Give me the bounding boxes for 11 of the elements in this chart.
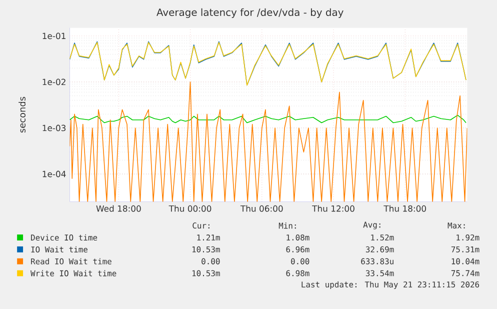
y-tick-label: 1e-03 xyxy=(42,124,66,132)
y-tick-label: 1e-01 xyxy=(42,32,66,40)
x-tick-label: Wed 18:00 xyxy=(96,205,141,212)
y-axis-title: seconds xyxy=(18,96,26,133)
x-tick-label: Thu 18:00 xyxy=(384,205,426,212)
x-tick-label: Thu 12:00 xyxy=(312,205,354,212)
chart-title: Average latency for /dev/vda - by day xyxy=(156,8,344,18)
y-tick-label: 1e-02 xyxy=(42,78,66,86)
x-tick-label: Thu 00:00 xyxy=(168,205,212,212)
x-tick-label: Thu 06:00 xyxy=(240,205,283,212)
y-tick-label: 1e-04 xyxy=(42,170,66,178)
